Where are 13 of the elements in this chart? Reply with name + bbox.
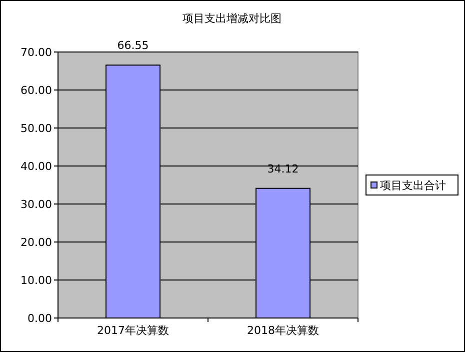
y-tick-label: 10.00: [20, 274, 52, 287]
y-tick-label: 60.00: [20, 84, 52, 97]
x-tick-label: 2018年决算数: [247, 324, 319, 337]
y-tick-label: 40.00: [20, 160, 52, 173]
y-tick-label: 30.00: [20, 198, 52, 211]
x-tick-label: 2017年决算数: [97, 324, 169, 337]
data-label: 66.55: [117, 39, 149, 52]
chart-title: 项目支出增减对比图: [182, 12, 282, 25]
legend-label: 项目支出合计: [380, 179, 446, 192]
y-tick-label: 20.00: [20, 236, 52, 249]
y-tick-label: 70.00: [20, 46, 52, 59]
y-tick-label: 0.00: [28, 312, 52, 325]
y-tick-label: 50.00: [20, 122, 52, 135]
